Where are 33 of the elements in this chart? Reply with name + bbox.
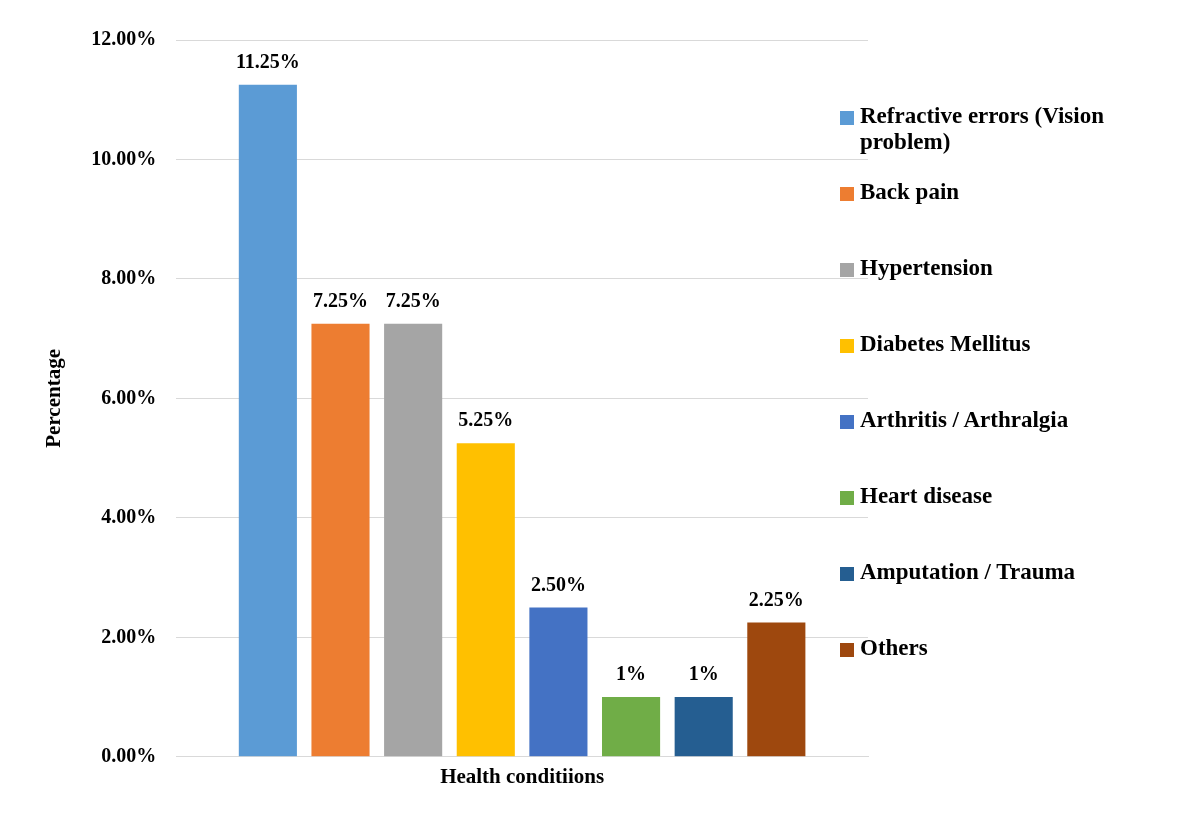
legend-label: Others <box>860 635 928 661</box>
legend-label: Hypertension <box>860 255 993 281</box>
y-tick-label: 6.00% <box>101 385 157 408</box>
data-label: 7.25% <box>385 288 441 311</box>
legend-label: Refractive errors (Vision problem) <box>860 103 1105 155</box>
legend-label: Amputation / Trauma <box>860 559 1076 585</box>
bar <box>456 443 515 757</box>
y-tick-label: 12.00% <box>91 27 157 50</box>
y-tick-label: 8.00% <box>101 266 157 289</box>
legend-label: Arthritis / Arthralgia <box>860 407 1069 433</box>
bar <box>674 697 733 757</box>
y-tick-label: 2.00% <box>101 624 157 647</box>
data-label: 11.25% <box>235 49 300 72</box>
bar <box>384 323 443 757</box>
data-label: 2.25% <box>748 587 804 610</box>
y-tick-label: 10.00% <box>91 146 157 169</box>
legend-label: Heart disease <box>860 483 993 509</box>
data-label: 1% <box>616 662 647 685</box>
bar <box>311 323 370 757</box>
x-tick-label: Health conditiions <box>440 763 605 788</box>
data-label: 2.50% <box>530 572 586 595</box>
data-label: 7.25% <box>313 288 368 311</box>
bar <box>602 697 661 757</box>
y-tick-label: 4.00% <box>101 505 157 528</box>
bar <box>747 622 806 757</box>
legend-label: Back pain <box>860 179 960 205</box>
bar <box>529 607 588 757</box>
y-axis-title: Percentage <box>41 349 66 448</box>
y-tick-label: 0.00% <box>101 743 157 766</box>
data-label: 5.25% <box>458 408 514 431</box>
data-label: 1% <box>688 662 719 685</box>
bar <box>238 84 297 757</box>
legend-label: Diabetes Mellitus <box>860 331 1031 357</box>
